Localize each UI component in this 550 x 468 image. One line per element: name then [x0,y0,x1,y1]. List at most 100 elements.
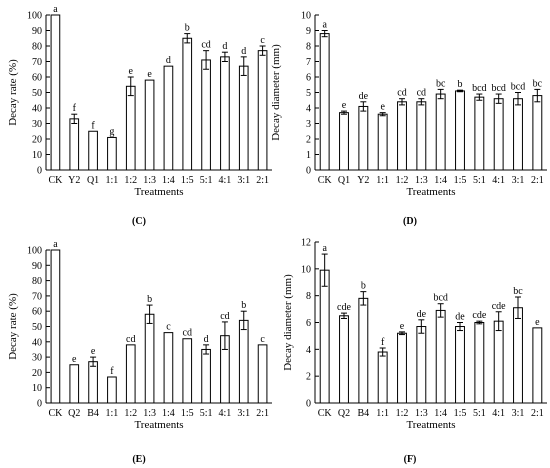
x-tick-label: 1:5 [454,408,467,419]
significance-letter: d [204,334,209,345]
x-tick-label: 3:1 [512,175,525,186]
y-tick-label: 70 [32,291,42,302]
y-axis-title: Decay rate (%) [7,293,19,360]
y-tick-label: 12 [301,238,311,249]
x-tick-label: 1:3 [143,175,156,186]
significance-letter: e [91,346,96,357]
x-tick-label: CK [48,175,63,186]
x-tick-label: 1:4 [162,175,175,186]
significance-letter: e [400,321,405,332]
bar [416,326,427,404]
y-tick-label: 8 [306,42,311,53]
x-tick-label: 1:1 [106,175,119,186]
significance-letter: cde [337,302,351,313]
significance-letter: b [147,294,152,305]
significance-letter: a [322,20,327,31]
y-tick-label: 6 [306,73,311,84]
significance-letter: d [241,46,246,57]
x-tick-label: 5:1 [473,408,486,419]
y-axis-title: Decay diameter (mm) [270,44,282,141]
bar [144,313,155,404]
y-tick-label: 60 [32,307,42,318]
y-tick-label: 5 [306,88,311,99]
x-axis-title: Treatments [406,186,455,198]
x-tick-label: Q1 [338,175,350,186]
x-tick-label: 1:5 [181,408,194,419]
significance-letter: cd [220,311,229,322]
bar [474,96,485,171]
bar [50,14,61,171]
significance-letter: b [241,300,246,311]
bar [532,327,543,404]
x-tick-label: 5:1 [200,175,213,186]
x-axis-title: Treatments [134,186,183,198]
significance-letter: bcd [433,293,447,304]
y-tick-label: 20 [32,368,42,379]
y-tick-label: 100 [27,11,42,22]
y-tick-label: 50 [32,322,42,333]
bar [493,320,504,404]
y-tick-label: 60 [32,73,42,84]
significance-letter: c [260,35,265,46]
significance-letter: cd [397,88,406,99]
x-tick-label: 3:1 [237,175,250,186]
x-tick-label: 1:2 [396,175,409,186]
y-tick-label: 0 [306,399,311,410]
bar [257,344,268,404]
y-tick-label: 10 [32,150,42,161]
y-tick-label: 70 [32,57,42,68]
y-axis-title: Decay rate (%) [7,59,19,126]
significance-letter: a [53,4,58,15]
panel-label: (F) [404,454,417,465]
y-tick-label: 30 [32,353,42,364]
bar [182,37,193,171]
y-tick-label: 0 [37,166,42,177]
x-tick-label: 4:1 [492,408,505,419]
significance-letter: e [342,100,347,111]
y-tick-label: 20 [32,135,42,146]
bar [493,98,504,171]
x-tick-label: 5:1 [473,175,486,186]
significance-letter: f [73,103,77,114]
x-tick-label: 1:3 [415,175,428,186]
x-tick-label: 1:2 [124,175,137,186]
bar [238,65,249,171]
significance-letter: bcd [472,83,486,94]
y-tick-label: 80 [32,42,42,53]
bar [358,297,369,404]
bar [163,332,174,404]
bar [474,322,485,404]
x-tick-label: Q2 [338,408,350,419]
x-tick-label: 1:2 [124,408,137,419]
y-tick-label: 2 [306,372,311,383]
x-tick-label: B4 [357,408,369,419]
bar [319,269,330,404]
significance-letter: e [535,317,540,328]
y-tick-label: 100 [27,246,42,257]
y-tick-label: 10 [301,264,311,275]
y-tick-label: 0 [37,399,42,410]
significance-letter: a [322,243,327,254]
bar [532,95,543,171]
significance-letter: b [361,281,366,292]
x-tick-label: 4:1 [492,175,505,186]
x-tick-label: 1:5 [181,175,194,186]
y-tick-label: 90 [32,261,42,272]
significance-letter: bcd [491,83,505,94]
x-tick-label: Q1 [87,175,99,186]
significance-letter: cd [417,88,426,99]
bar [69,118,80,171]
x-tick-label: 1:4 [162,408,175,419]
significance-letter: f [110,366,114,377]
significance-letter: c [166,322,171,333]
significance-letter: g [109,126,114,137]
chart-panel-4: 0 2 4 6 8 10 12 Decay diameter (mm) a CK cde Q2 b B4 f… [282,238,547,465]
bar [144,79,155,171]
significance-letter: c [260,334,265,345]
bar [201,59,211,171]
bar [220,56,230,171]
x-tick-label: 3:1 [512,408,525,419]
bar [125,344,136,404]
y-tick-label: 1 [306,150,311,161]
bar [339,112,349,171]
